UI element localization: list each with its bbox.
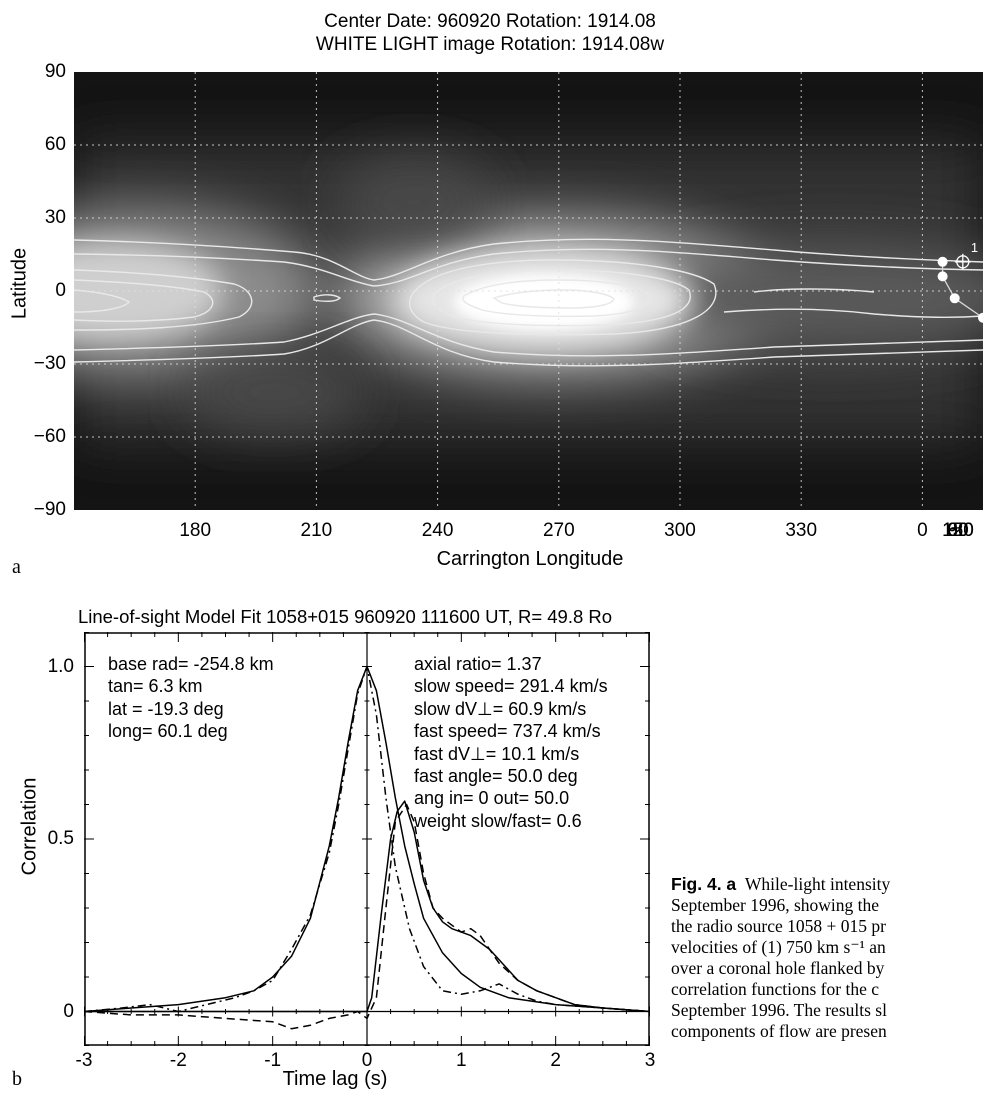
param-fast-dv: fast dV⊥= 10.1 km/s [414,743,580,764]
x-tick-label: 300 [664,520,696,541]
y-tick-label: 0 [55,280,66,301]
param-fast-speed: fast speed= 737.4 km/s [414,721,601,742]
correlation-curve-1-solid [84,665,650,1013]
x-tick-label: 90 [947,520,969,541]
y-tick-label: 60 [44,134,66,155]
y-tick-label: −60 [33,426,66,447]
param-lat: lat = -19.3 deg [108,698,224,719]
panel-b-letter: b [12,1068,22,1090]
caption-line: components of flow are presen [671,1021,887,1041]
caption-line: While-light intensity [744,874,891,894]
param-weight: weight slow/fast= 0.6 [414,810,582,831]
caption-line: the radio source 1058 + 015 pr [671,916,886,936]
x-tick-label: 60 [947,520,969,541]
correlation-plot [84,632,650,1046]
panel-a-xlabel: Carrington Longitude [436,548,624,570]
x-tick-label: 120 [942,520,974,541]
track-point [937,271,948,282]
figure-caption: Fig. 4. a While-light intensity Septembe… [671,874,983,1042]
panel-a-letter: a [12,556,21,578]
panel-b-title: Line-of-sight Model Fit 1058+015 960920 … [77,606,613,627]
param-base-rad: base rad= -254.8 km [108,654,274,674]
y-tick-label: −30 [33,353,66,374]
param-slow-speed: slow speed= 291.4 km/s [414,676,608,697]
param-slow-dv: slow dV⊥= 60.9 km/s [414,698,587,719]
param-ang-in-out: ang in= 0 out= 50.0 [414,788,570,809]
fit-params-left: base rad= -254.8 km tan= 6.3 km lat = -1… [108,653,274,743]
x-tick-label: -2 [169,1050,187,1071]
white-light-map: 12 [74,72,983,510]
x-tick-label: 240 [421,520,454,541]
x-tick-label: 330 [785,520,818,541]
x-tick-label: 2 [550,1050,561,1071]
x-tick-label: 180 [179,520,212,541]
y-tick-label: −90 [33,499,66,520]
x-tick-label: -3 [75,1050,93,1071]
x-tick-label: -1 [264,1050,282,1071]
x-tick-label: 150 [942,520,974,541]
x-tick-label: 270 [542,520,575,541]
caption-line: over a coronal hole flanked by [671,958,885,978]
track-number-label: 1 [971,240,978,255]
correlation-curves [84,665,650,1030]
fit-params-right: axial ratio= 1.37 slow speed= 291.4 km/s… [414,653,608,832]
y-tick-label: 0 [63,1000,74,1022]
y-tick-label: 0.5 [47,828,74,849]
param-fast-angle: fast angle= 50.0 deg [414,766,578,787]
track-point [937,256,948,267]
crosshair-marker [954,253,971,270]
x-tick-label: 210 [300,520,333,541]
y-tick-label: 1.0 [47,655,74,677]
x-tick-label: 1 [456,1050,467,1071]
caption-label: Fig. 4. a [671,874,737,894]
track-point [978,312,983,323]
isophote-contours [74,238,983,367]
x-tick-label: 0 [361,1050,373,1071]
panel-b-ylabel: Correlation [18,777,41,876]
panel-a-title-line1: Center Date: 960920 Rotation: 1914.08 [324,11,656,32]
x-tick-label: 0 [917,520,928,541]
param-axial-ratio: axial ratio= 1.37 [414,654,542,674]
panel-b-xlabel: Time lag (s) [282,1068,388,1090]
x-tick-label: 3 [644,1050,656,1071]
caption-line: velocities of (1) 750 km s⁻¹ an [671,937,886,957]
x-tick-label: 30 [947,520,969,541]
correlation-curve-4-dashed [84,803,650,1030]
caption-line: correlation functions for the c [671,979,879,999]
caption-line: September 1996. The results sl [671,1000,887,1020]
map-grid [74,72,983,510]
correlation-curve-2-dash-dot [84,665,650,1013]
caption-line: September 1996, showing the [671,895,880,915]
param-tan: tan= 6.3 km [108,676,203,697]
y-tick-label: 30 [44,207,66,228]
track-point [949,293,960,304]
radio-source-tracks: 12 [937,240,983,323]
y-tick-label: 90 [44,61,66,82]
panel-a-title-line2: WHITE LIGHT image Rotation: 1914.08w [315,34,665,55]
param-long: long= 60.1 deg [108,721,228,742]
